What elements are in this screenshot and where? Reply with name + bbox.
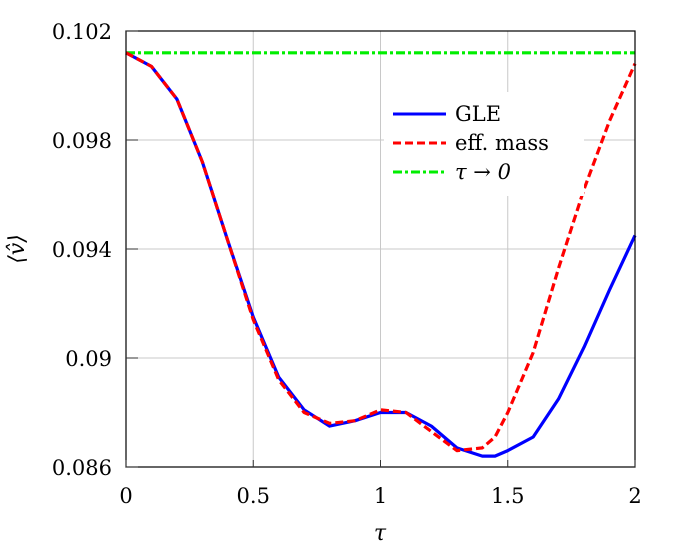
y-axis-label: ⟨v̂⟩ <box>5 234 30 264</box>
tick-labels: 0 0.5 1 1.5 2 0.086 0.09 0.094 0.098 0.102 <box>52 20 642 508</box>
series-eff-mass <box>125 51 637 453</box>
y-tick-label: 0.094 <box>52 238 112 262</box>
x-tick-label: 2 <box>628 484 641 508</box>
legend: GLE eff. mass τ → 0 <box>384 92 584 196</box>
x-tick-label: 1 <box>374 484 387 508</box>
series-layer <box>125 51 637 458</box>
y-tick-label: 0.098 <box>52 129 112 153</box>
x-tick-label: 1.5 <box>491 484 524 508</box>
y-tick-label: 0.086 <box>52 456 112 480</box>
x-tick-label: 0.5 <box>237 484 270 508</box>
y-tick-label: 0.102 <box>52 20 112 44</box>
x-axis-label: τ <box>374 521 387 546</box>
x-tick-label: 0 <box>119 484 132 508</box>
legend-gle-label: GLE <box>455 102 501 126</box>
legend-tau-zero-label: τ → 0 <box>455 160 511 184</box>
y-tick-label: 0.09 <box>65 347 112 371</box>
legend-eff-mass-label: eff. mass <box>455 131 549 155</box>
